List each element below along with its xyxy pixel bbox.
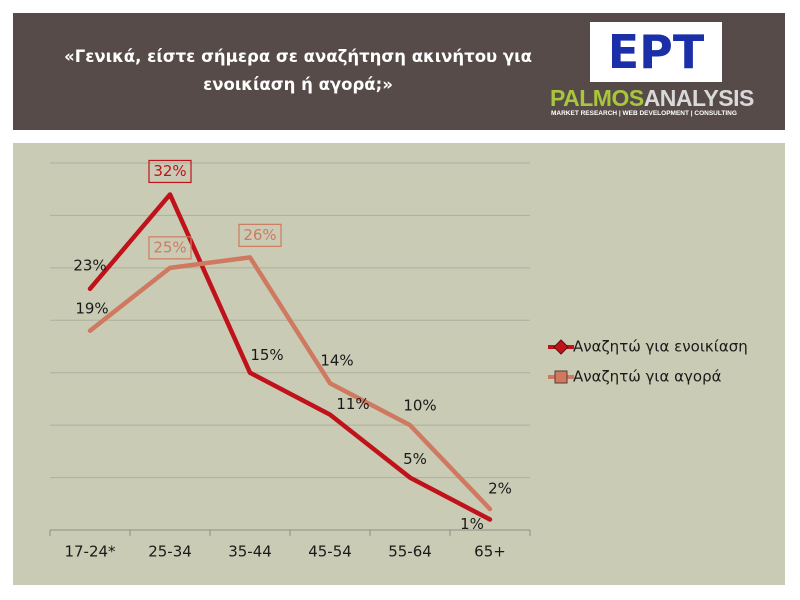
data-label: 23% — [73, 256, 106, 274]
x-tick-label: 17-24* — [64, 543, 116, 561]
logo-name-part: PALMOS — [550, 85, 644, 111]
logo-tagline: MARKET RESEARCH | WEB DEVELOPMENT | CONS… — [551, 110, 737, 117]
logo-name: PALMOSANALYSIS — [550, 85, 754, 112]
legend-marker — [554, 370, 568, 384]
legend-label: Αναζητώ για ενοικίαση — [573, 338, 748, 356]
legend-label: Αναζητώ για αγορά — [573, 368, 722, 386]
data-label: 26% — [243, 226, 276, 244]
x-tick-label: 65+ — [474, 543, 506, 561]
data-label: 25% — [153, 238, 186, 256]
label-box — [148, 159, 192, 184]
series-line — [87, 192, 493, 522]
legend-marker — [553, 339, 569, 355]
data-label: 32% — [153, 162, 186, 180]
x-tick-label: 35-44 — [228, 543, 272, 561]
data-label: 1% — [460, 515, 484, 533]
data-label: 5% — [403, 450, 427, 468]
title: «Γενικά, είστε σήμερα σε αναζήτηση ακινή… — [64, 47, 532, 94]
data-label: 11% — [336, 395, 369, 413]
data-label: 19% — [75, 299, 108, 317]
data-label: 10% — [403, 397, 436, 415]
chart-background — [13, 143, 785, 585]
x-tick-label: 55-64 — [388, 543, 432, 561]
logo-name-part: ANALYSIS — [643, 85, 755, 111]
data-label: 14% — [320, 352, 353, 370]
data-label: 15% — [250, 346, 283, 364]
chart: 17-24* 25-34 35-44 45-54 55-64 65+ 23% 32% 15% 11… — [13, 143, 785, 585]
logo-brand: ΕΡΤ — [590, 22, 722, 82]
x-tick-label: 45-54 — [308, 543, 352, 561]
label-box — [148, 236, 192, 260]
header: «Γενικά, είστε σήμερα σε αναζήτηση ακινή… — [13, 13, 785, 130]
x-tick-label: 25-34 — [148, 543, 192, 561]
label-box — [238, 223, 282, 247]
series-line — [87, 255, 493, 512]
data-label: 2% — [488, 480, 512, 498]
